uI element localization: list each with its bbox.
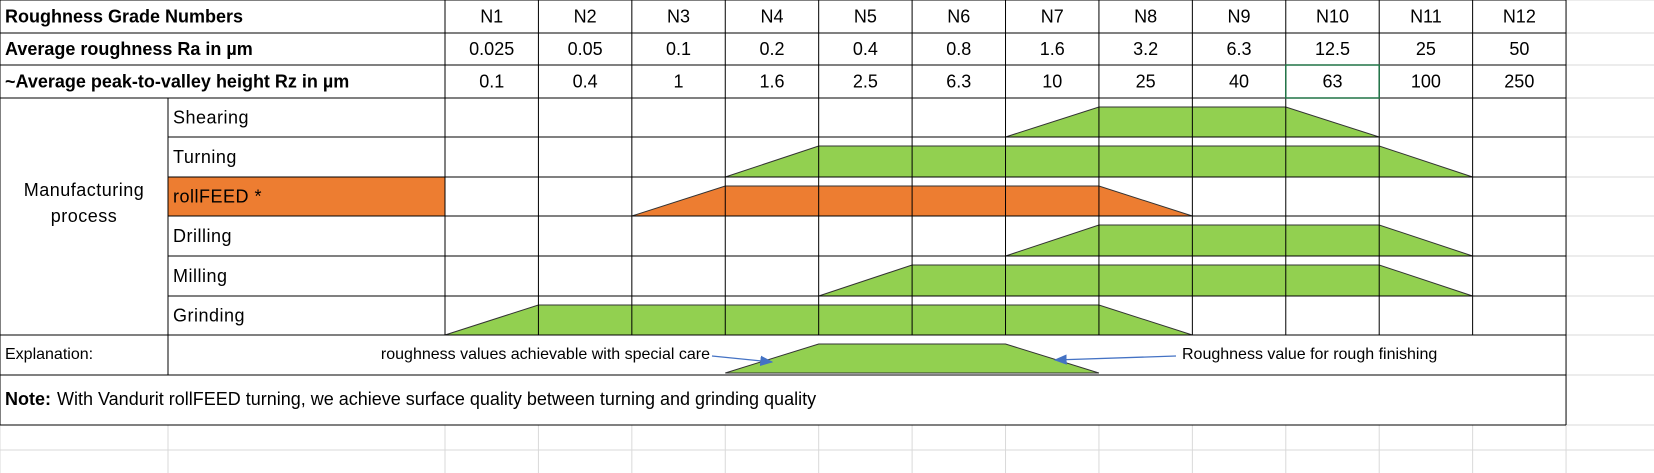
cell-value: N2 <box>574 6 597 26</box>
cell-value: 63 <box>1322 71 1342 91</box>
cell-value: 1.6 <box>1040 39 1065 59</box>
cell-value: 0.025 <box>469 39 514 59</box>
cell-value: N7 <box>1041 6 1064 26</box>
cell-value: N9 <box>1228 6 1251 26</box>
cell-value: 100 <box>1411 71 1441 91</box>
cell-value: 25 <box>1416 39 1436 59</box>
cell-value: N12 <box>1503 6 1536 26</box>
process-name: Drilling <box>173 226 232 246</box>
process-name: rollFEED * <box>173 186 262 206</box>
cell-value: 0.4 <box>573 71 598 91</box>
cell-value: 0.1 <box>479 71 504 91</box>
row-label: Average roughness Ra in µm <box>5 39 253 59</box>
cell-value: N4 <box>760 6 783 26</box>
cell-value: 25 <box>1136 71 1156 91</box>
cell-value: 1 <box>674 71 684 91</box>
highlight-cell <box>168 177 445 216</box>
group-label: Manufacturing process <box>23 180 145 226</box>
example-band <box>725 343 1100 374</box>
cell-value: 0.1 <box>666 39 691 59</box>
cell-value: 0.4 <box>853 39 878 59</box>
cell-value: 0.2 <box>759 39 784 59</box>
process-name: Grinding <box>173 305 245 325</box>
cell-value: 1.6 <box>759 71 784 91</box>
cell-value: 3.2 <box>1133 39 1158 59</box>
cell-value: N11 <box>1410 6 1442 26</box>
cell-value: 2.5 <box>853 71 878 91</box>
note-text: With Vandurit rollFEED turning, we achie… <box>57 389 816 409</box>
cell-value: 50 <box>1509 39 1529 59</box>
cell-value: N6 <box>947 6 970 26</box>
arrow <box>1053 354 1177 365</box>
row-label: ~Average peak-to-valley height Rz in µm <box>5 71 349 91</box>
explanation-label: Explanation: <box>5 346 93 363</box>
selected-cell <box>1285 64 1380 99</box>
process-band <box>818 264 1473 297</box>
cell-value: 40 <box>1229 71 1249 91</box>
cell-value: 250 <box>1504 71 1534 91</box>
cell-value: N10 <box>1316 6 1349 26</box>
cell-value: N5 <box>854 6 877 26</box>
cell-value: N8 <box>1134 6 1157 26</box>
cell-value: 10 <box>1042 71 1062 91</box>
cell-value: 0.05 <box>568 39 603 59</box>
arrow <box>711 355 774 367</box>
cell-value: 12.5 <box>1315 39 1350 59</box>
cell-value: N1 <box>480 6 503 26</box>
cell-value: 0.8 <box>946 39 971 59</box>
cell-value: 6.3 <box>1227 39 1252 59</box>
process-name: Milling <box>173 266 228 286</box>
process-name: Shearing <box>173 107 249 127</box>
note-label: Note: <box>5 389 51 409</box>
cell-value: N3 <box>667 6 690 26</box>
explanation-text: Roughness value for rough finishing <box>1182 346 1437 363</box>
row-label: Roughness Grade Numbers <box>5 6 243 26</box>
cell-value: 6.3 <box>946 71 971 91</box>
note: Note: With Vandurit rollFEED turning, we … <box>5 389 816 409</box>
explanation-text: roughness values achievable with special… <box>381 346 710 363</box>
process-band <box>1005 224 1473 257</box>
process-name: Turning <box>173 147 237 167</box>
